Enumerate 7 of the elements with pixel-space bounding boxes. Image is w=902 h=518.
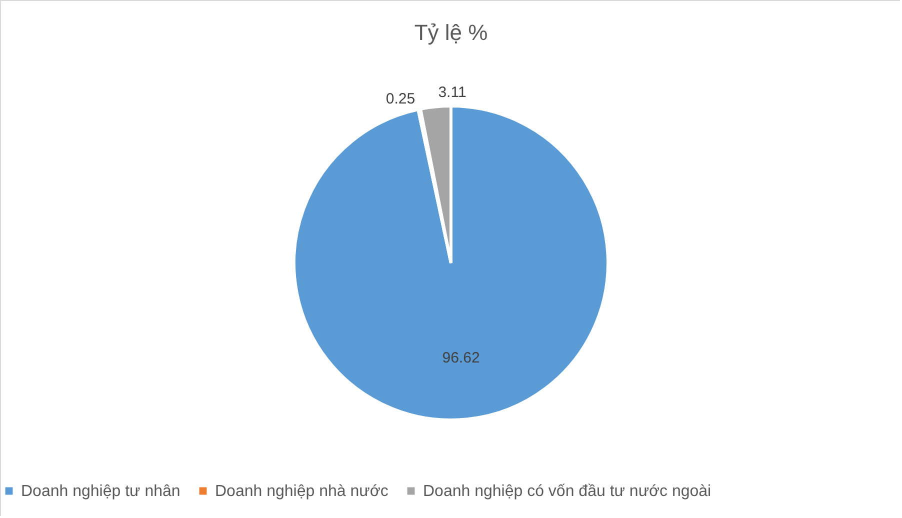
legend-label: Doanh nghiệp tư nhân [21, 483, 180, 500]
legend-label: Doanh nghiệp nhà nước [215, 483, 388, 500]
chart-title: Tỷ lệ % [414, 20, 488, 45]
data-label: 3.11 [438, 84, 466, 101]
legend-label: Doanh nghiệp có vốn đầu tư nước ngoài [423, 483, 712, 500]
data-label: 0.25 [386, 90, 416, 108]
data-label: 96.62 [442, 349, 480, 366]
